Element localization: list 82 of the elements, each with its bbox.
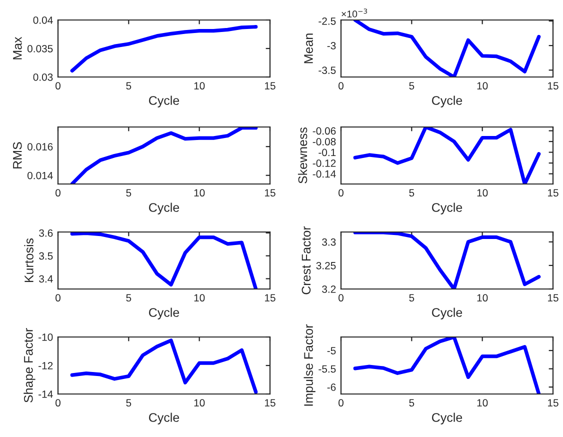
y-tick-label: 3.5 (39, 252, 53, 260)
x-axis-title: Cycle (149, 202, 180, 214)
line-series (70, 232, 258, 289)
x-tick-label: 5 (126, 82, 132, 90)
y-axis-title: Crest Factor (302, 226, 311, 294)
y-tick-label: -14 (38, 390, 53, 398)
y-axis-title: Skewness (298, 127, 308, 184)
y-tick-label: -0.12 (312, 160, 336, 167)
x-tick-label: 0 (56, 399, 60, 407)
y-tick-label: -0.1 (318, 148, 336, 156)
y-axis-title: Kurtosis (24, 238, 34, 282)
line-series (353, 337, 541, 394)
x-tick-label: 0 (56, 294, 60, 302)
x-axis-title: Cycle (149, 96, 180, 108)
x-tick-label: 0 (56, 189, 60, 197)
y-tick-label: -12 (38, 362, 53, 370)
x-tick-label: 15 (265, 294, 276, 302)
line-series (353, 20, 541, 77)
y-tick-label: 3.6 (39, 229, 53, 237)
y-tick-label: -2.5 (318, 17, 336, 25)
x-tick-label: 10 (194, 399, 205, 407)
line-series (353, 232, 541, 289)
y-tick-label: 0.014 (27, 172, 53, 180)
x-axis-title: Cycle (149, 308, 180, 320)
x-tick-label: 15 (265, 189, 276, 197)
x-axis-title: Cycle (432, 96, 462, 108)
y-tick-label: -0.06 (312, 127, 336, 135)
y-tick-label: 0.016 (27, 143, 53, 150)
x-tick-label: 5 (126, 399, 132, 407)
x-tick-label: 10 (477, 294, 488, 302)
x-axis-title: Cycle (432, 308, 462, 320)
x-tick-label: 10 (477, 399, 488, 407)
line-series (353, 127, 541, 184)
x-axis-title: Cycle (432, 202, 462, 214)
y-tick-label: 0.035 (27, 45, 53, 52)
x-tick-label: 15 (265, 82, 276, 90)
x-axis-title: Cycle (149, 412, 180, 424)
y-axis-title: Impulse Factor (304, 324, 316, 406)
x-tick-label: 5 (126, 294, 132, 302)
x-tick-label: 0 (338, 399, 344, 407)
x-axis-title: Cycle (432, 412, 462, 424)
y-tick-label: -3 (327, 42, 336, 50)
x-tick-label: 10 (194, 294, 205, 302)
x-tick-label: 10 (194, 82, 205, 90)
x-tick-label: 10 (477, 82, 488, 90)
x-tick-label: 15 (265, 399, 276, 407)
line-series (70, 338, 258, 394)
x-tick-label: 0 (56, 82, 60, 90)
x-tick-label: 10 (194, 189, 205, 197)
x-tick-label: 15 (548, 82, 558, 90)
x-tick-label: 5 (409, 294, 414, 302)
y-tick-label: 3.2 (322, 286, 336, 293)
x-tick-label: 10 (477, 189, 488, 197)
x-tick-label: 0 (338, 294, 344, 302)
y-tick-label: -0.08 (312, 138, 336, 146)
y-tick-label: 0.03 (33, 74, 53, 81)
x-tick-label: 5 (409, 399, 414, 407)
x-tick-label: 15 (548, 399, 558, 407)
y-tick-label: 3.3 (322, 238, 336, 246)
y-tick-label: -5.5 (318, 365, 336, 373)
y-tick-label: -6 (327, 384, 336, 391)
y-axis-title: Max (13, 36, 22, 60)
y-tick-label: -0.14 (312, 170, 336, 178)
line-series (70, 127, 258, 184)
x-tick-label: 15 (548, 189, 558, 197)
x-tick-label: 0 (338, 82, 344, 90)
y-axis-title: Shape Factor (24, 328, 36, 402)
y-tick-label: 3.25 (316, 262, 336, 270)
x-tick-label: 0 (338, 189, 344, 197)
y-tick-label: 3.4 (39, 275, 53, 283)
x-tick-label: 5 (409, 82, 414, 90)
y-tick-label: 0.04 (33, 16, 53, 24)
y-tick-label: -5 (327, 347, 336, 354)
y-axis-title: Mean (304, 34, 313, 64)
line-series (70, 25, 258, 73)
y-axis-title: RMS (12, 142, 22, 168)
y-tick-label: -10 (38, 334, 53, 341)
x-tick-label: 5 (126, 189, 132, 197)
x-tick-label: 15 (548, 294, 558, 302)
text: ×10$^{−3}$ (342, 8, 368, 18)
y-tick-label: -3.5 (318, 66, 336, 74)
x-tick-label: 5 (409, 189, 414, 197)
